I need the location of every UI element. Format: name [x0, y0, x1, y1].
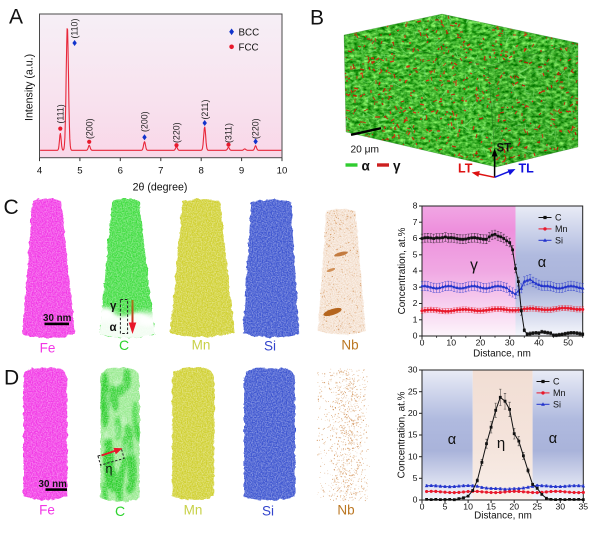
svg-text:Nb: Nb: [337, 503, 354, 518]
svg-text:Nb: Nb: [341, 338, 358, 353]
svg-text:7: 7: [413, 217, 418, 227]
svg-text:Fe: Fe: [40, 341, 56, 356]
svg-text:Intensity (a.u.): Intensity (a.u.): [24, 54, 36, 121]
svg-text:Mn: Mn: [192, 338, 211, 353]
svg-text:15: 15: [408, 430, 418, 440]
svg-text:(111): (111): [55, 104, 65, 123]
svg-text:6: 6: [413, 233, 418, 243]
svg-text:1: 1: [413, 314, 418, 324]
svg-text:FCC: FCC: [239, 42, 259, 53]
svg-text:γ: γ: [470, 257, 478, 274]
svg-text:0: 0: [413, 331, 418, 341]
svg-text:5: 5: [413, 249, 418, 259]
svg-text:α: α: [448, 432, 456, 448]
svg-text:Si: Si: [555, 236, 563, 246]
svg-text:10: 10: [408, 451, 418, 461]
svg-text:4: 4: [413, 266, 418, 276]
svg-text:8: 8: [199, 166, 204, 177]
svg-text:γ: γ: [393, 159, 401, 174]
svg-text:α: α: [538, 255, 546, 271]
svg-text:α: α: [362, 159, 371, 174]
svg-text:α: α: [110, 322, 117, 334]
svg-text:A: A: [9, 6, 23, 29]
svg-text:C: C: [4, 196, 19, 219]
svg-text:25: 25: [532, 502, 542, 512]
svg-text:10: 10: [277, 166, 288, 177]
svg-text:Distance, nm: Distance, nm: [473, 349, 531, 360]
svg-text:5: 5: [443, 502, 448, 512]
svg-text:Concentration, at.%: Concentration, at.%: [397, 227, 408, 314]
svg-text:0: 0: [420, 338, 425, 348]
svg-text:20 μm: 20 μm: [351, 145, 380, 156]
svg-text:B: B: [310, 7, 324, 30]
svg-text:Mn: Mn: [555, 224, 568, 234]
svg-text:(311): (311): [224, 123, 234, 143]
svg-text:γ: γ: [110, 301, 117, 313]
svg-text:(220): (220): [172, 122, 182, 143]
svg-text:10: 10: [463, 502, 473, 512]
svg-text:α: α: [549, 431, 557, 447]
svg-text:30 nm: 30 nm: [43, 313, 72, 324]
svg-text:BCC: BCC: [239, 27, 260, 38]
svg-text:2: 2: [413, 298, 418, 308]
svg-text:30: 30: [408, 365, 418, 375]
svg-text:20: 20: [509, 502, 519, 512]
svg-text:(110): (110): [70, 19, 80, 39]
svg-text:50: 50: [563, 338, 573, 348]
svg-text:15: 15: [486, 502, 496, 512]
svg-text:TL: TL: [519, 162, 535, 176]
svg-text:30 nm: 30 nm: [39, 479, 68, 490]
svg-text:7: 7: [158, 166, 163, 177]
svg-text:C: C: [555, 213, 562, 223]
svg-text:Mn: Mn: [553, 388, 566, 398]
svg-text:0: 0: [413, 495, 418, 505]
svg-text:25: 25: [408, 386, 418, 396]
svg-text:Concentration, at.%: Concentration, at.%: [397, 391, 408, 478]
svg-text:10: 10: [446, 338, 456, 348]
svg-text:30: 30: [505, 338, 515, 348]
svg-text:5: 5: [413, 473, 418, 483]
svg-text:20: 20: [408, 408, 418, 418]
svg-text:2θ (degree): 2θ (degree): [133, 182, 188, 194]
svg-text:ST: ST: [497, 143, 512, 155]
svg-text:LT: LT: [458, 162, 473, 176]
svg-text:30: 30: [555, 502, 565, 512]
svg-text:Mn: Mn: [184, 503, 203, 518]
svg-text:C: C: [115, 503, 125, 519]
svg-text:(211): (211): [200, 100, 210, 120]
svg-text:η: η: [497, 435, 505, 452]
svg-text:Distance, nm: Distance, nm: [474, 511, 532, 522]
svg-text:Fe: Fe: [39, 503, 55, 518]
svg-text:η: η: [106, 462, 113, 476]
svg-text:40: 40: [534, 338, 544, 348]
svg-text:Si: Si: [553, 400, 561, 410]
svg-text:(220): (220): [251, 118, 261, 139]
svg-text:9: 9: [239, 166, 244, 177]
svg-text:C: C: [553, 377, 560, 387]
svg-text:0: 0: [420, 502, 425, 512]
svg-text:20: 20: [476, 338, 486, 348]
svg-text:Si: Si: [264, 339, 276, 354]
svg-text:3: 3: [413, 282, 418, 292]
svg-text:4: 4: [37, 166, 43, 177]
svg-text:C: C: [119, 337, 129, 353]
svg-text:(200): (200): [140, 111, 150, 132]
svg-text:35: 35: [578, 502, 588, 512]
svg-text:D: D: [4, 367, 19, 390]
svg-text:6: 6: [118, 166, 123, 177]
svg-text:Si: Si: [262, 504, 274, 519]
svg-text:8: 8: [413, 201, 418, 211]
svg-text:5: 5: [77, 166, 82, 177]
svg-text:(200): (200): [84, 118, 94, 139]
